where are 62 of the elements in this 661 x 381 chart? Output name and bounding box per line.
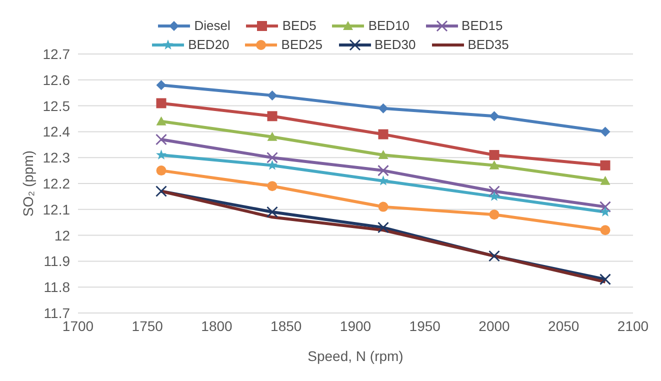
point bbox=[267, 90, 278, 100]
point bbox=[266, 206, 278, 218]
point bbox=[156, 116, 166, 126]
y-axis-title: SO₂ (ppm) bbox=[20, 150, 36, 217]
y-tick-label: 12.3 bbox=[42, 150, 70, 166]
point bbox=[156, 134, 167, 146]
y-tick-label: 11.9 bbox=[44, 253, 70, 270]
y-tick-label: 12.6 bbox=[42, 72, 70, 88]
x-tick-label: 1750 bbox=[132, 318, 164, 334]
point bbox=[156, 166, 166, 176]
point bbox=[267, 181, 278, 192]
point bbox=[600, 206, 610, 216]
point bbox=[600, 274, 611, 286]
point bbox=[489, 210, 500, 220]
point bbox=[378, 150, 388, 160]
point bbox=[600, 201, 611, 213]
point bbox=[378, 222, 389, 234]
point bbox=[489, 150, 500, 160]
point bbox=[488, 250, 500, 262]
legend-label: BED30 bbox=[374, 37, 416, 52]
point bbox=[489, 111, 500, 122]
point bbox=[156, 150, 166, 160]
x-tick-label: 2000 bbox=[478, 318, 510, 334]
point bbox=[156, 186, 167, 198]
y-tick-label: 12.5 bbox=[42, 98, 70, 114]
legend-label: BED35 bbox=[468, 37, 509, 52]
y-tick-label: 12.4 bbox=[42, 124, 70, 140]
x-tick-label: 2100 bbox=[617, 318, 649, 334]
legend-label: BED20 bbox=[188, 37, 230, 52]
point bbox=[600, 176, 610, 185]
legend-label: BED10 bbox=[368, 18, 410, 33]
point bbox=[267, 160, 278, 170]
point bbox=[378, 103, 388, 114]
point bbox=[488, 186, 500, 198]
x-tick-label: 1850 bbox=[270, 318, 302, 334]
point bbox=[489, 190, 500, 201]
x-tick-label: 1800 bbox=[201, 318, 233, 334]
x-tick-label: 1950 bbox=[409, 318, 441, 334]
point bbox=[600, 225, 610, 236]
y-tick-label: 12.1 bbox=[42, 201, 70, 218]
point bbox=[156, 98, 166, 108]
legend-label: BED15 bbox=[462, 18, 503, 33]
point bbox=[266, 152, 278, 164]
x-axis-title: Speed, N (rpm) bbox=[308, 348, 404, 364]
y-tick-label: 12.2 bbox=[42, 175, 70, 192]
y-tick-label: 11.8 bbox=[44, 279, 70, 296]
x-tick-label: 2050 bbox=[548, 318, 580, 334]
y-tick-label: 12.7 bbox=[42, 46, 70, 62]
legend-label: BED25 bbox=[281, 37, 322, 52]
point bbox=[600, 126, 610, 137]
point bbox=[267, 132, 278, 141]
point bbox=[378, 164, 389, 176]
point bbox=[378, 202, 388, 212]
point bbox=[267, 111, 278, 122]
legend-label: Diesel bbox=[194, 18, 230, 33]
point bbox=[156, 80, 166, 90]
x-tick-label: 1900 bbox=[340, 318, 372, 334]
point bbox=[600, 160, 610, 170]
y-tick-label: 12 bbox=[54, 227, 70, 244]
point bbox=[489, 160, 500, 170]
point bbox=[378, 129, 388, 140]
legend-label: BED5 bbox=[282, 18, 316, 33]
